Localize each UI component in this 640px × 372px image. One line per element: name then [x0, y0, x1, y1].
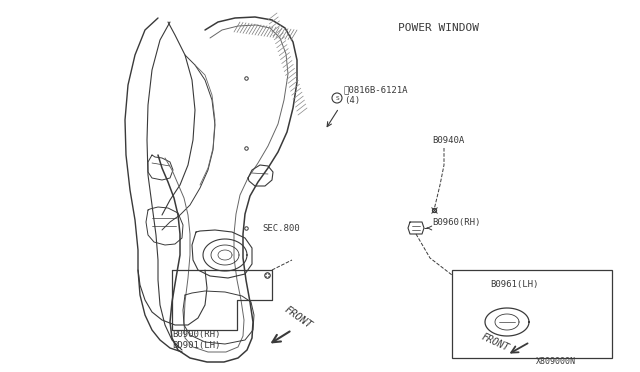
Text: FRONT: FRONT: [480, 331, 511, 353]
Text: S: S: [335, 96, 339, 100]
Text: POWER WINDOW: POWER WINDOW: [398, 23, 479, 33]
Text: FRONT: FRONT: [282, 305, 314, 331]
Text: B0960(RH): B0960(RH): [432, 218, 481, 227]
Text: X809000N: X809000N: [536, 357, 576, 366]
Text: B0940A: B0940A: [432, 135, 464, 144]
Text: B0900(RH)
BD901(LH): B0900(RH) BD901(LH): [172, 330, 220, 350]
Text: 0816B-6121A
(4): 0816B-6121A (4): [344, 85, 408, 105]
Bar: [452, 270, 612, 358]
Text: SEC.800: SEC.800: [262, 224, 300, 232]
Text: B0961(LH): B0961(LH): [490, 279, 538, 289]
